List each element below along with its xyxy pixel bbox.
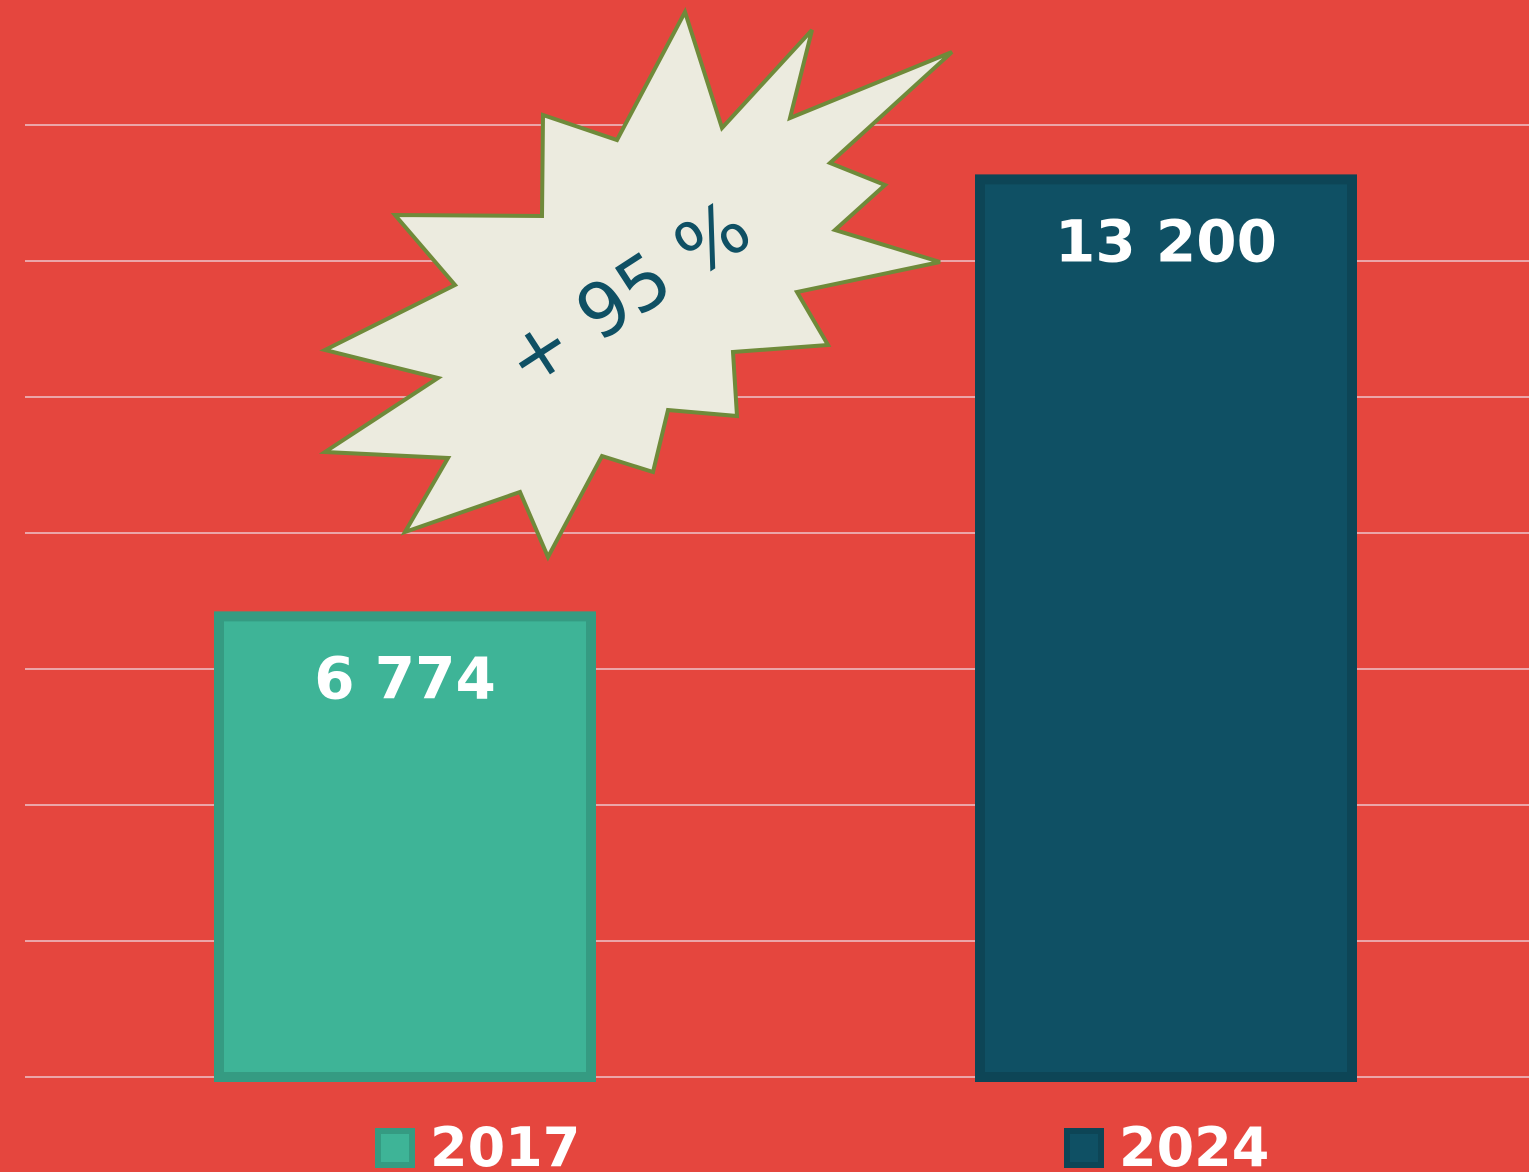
legend-label: 2017	[430, 1116, 580, 1172]
starburst	[318, 6, 954, 562]
legend-swatch	[375, 1128, 415, 1168]
bars: 6 774 13 200	[214, 174, 1357, 1082]
bar	[214, 611, 596, 1082]
legend-swatch	[1064, 1128, 1104, 1168]
legend-label: 2024	[1119, 1116, 1269, 1172]
value-label: 6 774	[314, 644, 496, 712]
value-label: 13 200	[1055, 207, 1277, 275]
bar	[975, 174, 1357, 1082]
